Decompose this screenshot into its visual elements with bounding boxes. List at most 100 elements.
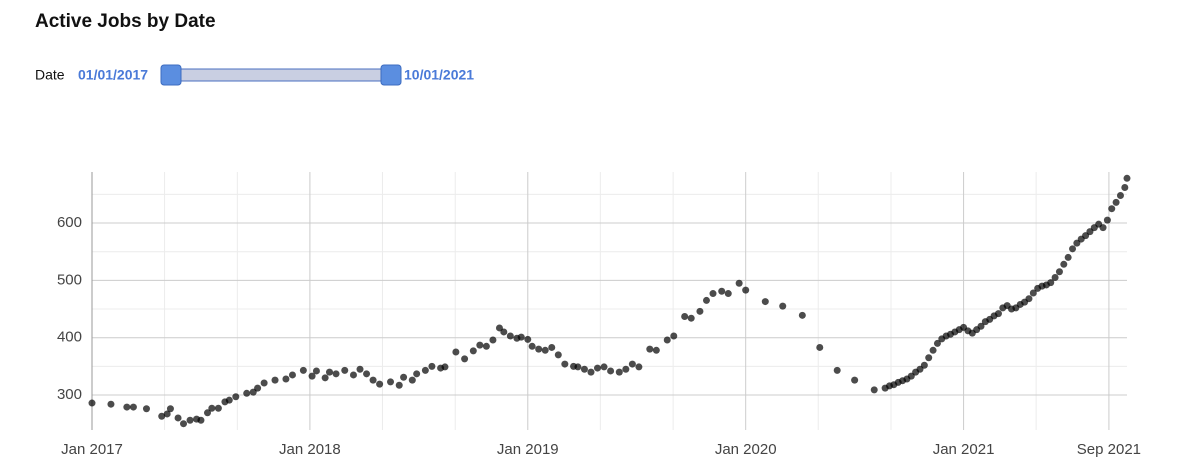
point — [214, 404, 222, 412]
point — [500, 328, 508, 336]
point — [933, 339, 941, 347]
slider-thumb-end[interactable] — [380, 64, 402, 86]
x-tick-label: Sep 2021 — [1077, 441, 1141, 458]
point — [1112, 198, 1120, 206]
point — [594, 364, 602, 372]
point — [615, 368, 623, 376]
filter-label: Date — [35, 67, 65, 83]
x-tick-label: Jan 2020 — [715, 441, 777, 458]
point — [349, 371, 357, 379]
point — [489, 336, 497, 344]
point — [312, 367, 320, 375]
point — [1060, 260, 1068, 268]
point — [88, 399, 96, 407]
point — [166, 405, 174, 413]
point — [724, 290, 732, 298]
point — [977, 322, 985, 330]
point — [254, 384, 262, 392]
filter-end: 10/01/2021 — [404, 67, 474, 83]
point — [535, 345, 543, 353]
point — [709, 290, 717, 298]
point — [742, 286, 750, 294]
point — [469, 347, 477, 355]
point — [363, 370, 371, 378]
point — [482, 342, 490, 350]
point — [288, 371, 296, 379]
y-tick-label: 600 — [57, 214, 82, 231]
point — [1047, 279, 1055, 287]
point — [180, 420, 188, 428]
point — [369, 376, 377, 384]
x-tick-label: Jan 2018 — [279, 441, 341, 458]
point — [299, 366, 307, 374]
point — [1029, 289, 1037, 297]
point — [395, 381, 403, 389]
point — [1051, 273, 1059, 281]
point — [421, 366, 429, 374]
point — [408, 376, 416, 384]
point — [158, 412, 166, 420]
point — [718, 287, 726, 295]
point — [308, 372, 316, 380]
point — [622, 365, 630, 373]
point — [452, 348, 460, 356]
point — [341, 366, 349, 374]
point — [635, 363, 643, 371]
point — [663, 336, 671, 344]
y-tick-label: 400 — [57, 329, 82, 346]
point — [321, 374, 329, 382]
point — [681, 312, 689, 320]
point — [208, 404, 216, 412]
point — [548, 343, 556, 351]
point — [260, 379, 268, 387]
slider-thumb-start[interactable] — [160, 64, 182, 86]
point — [670, 332, 678, 340]
point — [506, 332, 514, 340]
point — [554, 351, 562, 359]
point — [646, 345, 654, 353]
point — [243, 389, 251, 397]
point — [476, 341, 484, 349]
point — [1103, 216, 1111, 224]
point — [203, 409, 211, 417]
filter-start: 01/01/2017 — [78, 67, 148, 83]
point — [687, 314, 695, 322]
point — [870, 386, 878, 394]
chart-title: Active Jobs by Date — [35, 11, 216, 32]
point — [833, 366, 841, 374]
point — [761, 298, 769, 306]
point — [387, 378, 395, 386]
x-tick-label: Jan 2017 — [61, 441, 123, 458]
point — [925, 354, 933, 362]
point — [326, 368, 334, 376]
point — [628, 360, 636, 368]
point — [696, 307, 704, 315]
point — [1064, 253, 1072, 261]
point — [271, 376, 279, 384]
point — [376, 380, 384, 388]
point — [779, 302, 787, 310]
point — [129, 403, 137, 411]
point — [1116, 192, 1124, 200]
x-tick-label: Jan 2019 — [497, 441, 559, 458]
x-tick-label: Jan 2021 — [933, 441, 995, 458]
point — [428, 362, 436, 370]
y-tick-label: 500 — [57, 271, 82, 288]
point — [197, 416, 205, 424]
point — [702, 296, 710, 304]
point — [1069, 245, 1077, 253]
slider-track[interactable] — [170, 68, 392, 82]
point — [1025, 295, 1033, 303]
point — [356, 365, 364, 373]
y-tick-label: 300 — [57, 386, 82, 403]
point — [541, 346, 549, 354]
point — [1099, 224, 1107, 232]
point — [524, 335, 532, 343]
point — [332, 370, 340, 378]
point — [735, 279, 743, 287]
point — [441, 363, 449, 371]
point — [225, 396, 233, 404]
point — [1108, 205, 1116, 213]
point — [920, 361, 928, 369]
